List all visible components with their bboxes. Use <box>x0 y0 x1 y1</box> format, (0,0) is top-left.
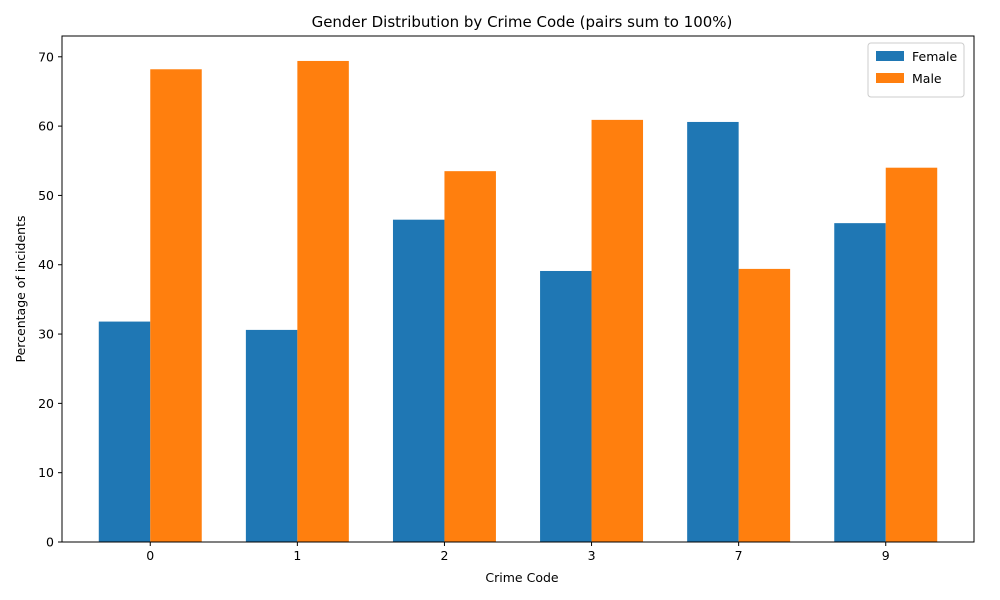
y-axis: 0 10 20 30 40 50 60 70 <box>38 49 62 550</box>
legend-label-female: Female <box>912 49 958 64</box>
plot-area <box>61 35 975 543</box>
y-tick-label-50: 50 <box>38 188 54 203</box>
x-axis: 0 1 2 3 7 9 <box>146 542 890 563</box>
bar-female-0 <box>98 321 151 542</box>
chart-title: Gender Distribution by Crime Code (pairs… <box>312 13 733 31</box>
x-tick-label-1: 1 <box>293 548 301 563</box>
bar-female-9 <box>834 223 886 542</box>
bar-female-1 <box>245 329 298 542</box>
legend: Female Male <box>867 42 965 98</box>
bar-male-9 <box>885 167 938 543</box>
y-tick-label-70: 70 <box>38 49 54 64</box>
legend-swatch-male <box>876 73 904 83</box>
bar-female-3 <box>540 270 592 542</box>
y-tick-label-10: 10 <box>38 465 54 480</box>
legend-swatch-female <box>876 51 904 61</box>
x-tick-label-2: 2 <box>440 548 448 563</box>
bar-male-1 <box>297 60 349 542</box>
bar-female-7 <box>687 121 739 542</box>
bar-male-3 <box>591 119 644 543</box>
x-axis-label: Crime Code <box>485 570 558 585</box>
y-tick-label-30: 30 <box>38 327 54 342</box>
x-tick-label-3: 3 <box>588 548 596 563</box>
y-tick-label-40: 40 <box>38 257 54 272</box>
bar-male-7 <box>738 268 791 542</box>
legend-label-male: Male <box>912 71 942 86</box>
y-tick-label-60: 60 <box>38 119 54 134</box>
bar-male-2 <box>444 171 496 543</box>
bar-male-0 <box>150 69 202 542</box>
x-tick-label-9: 9 <box>882 548 890 563</box>
x-tick-label-0: 0 <box>146 548 154 563</box>
y-tick-label-20: 20 <box>38 396 54 411</box>
y-axis-label: Percentage of incidents <box>13 215 28 362</box>
plot-frame <box>61 35 975 543</box>
bar-female-2 <box>392 219 445 542</box>
y-tick-label-0: 0 <box>46 535 54 550</box>
x-tick-label-7: 7 <box>735 548 743 563</box>
